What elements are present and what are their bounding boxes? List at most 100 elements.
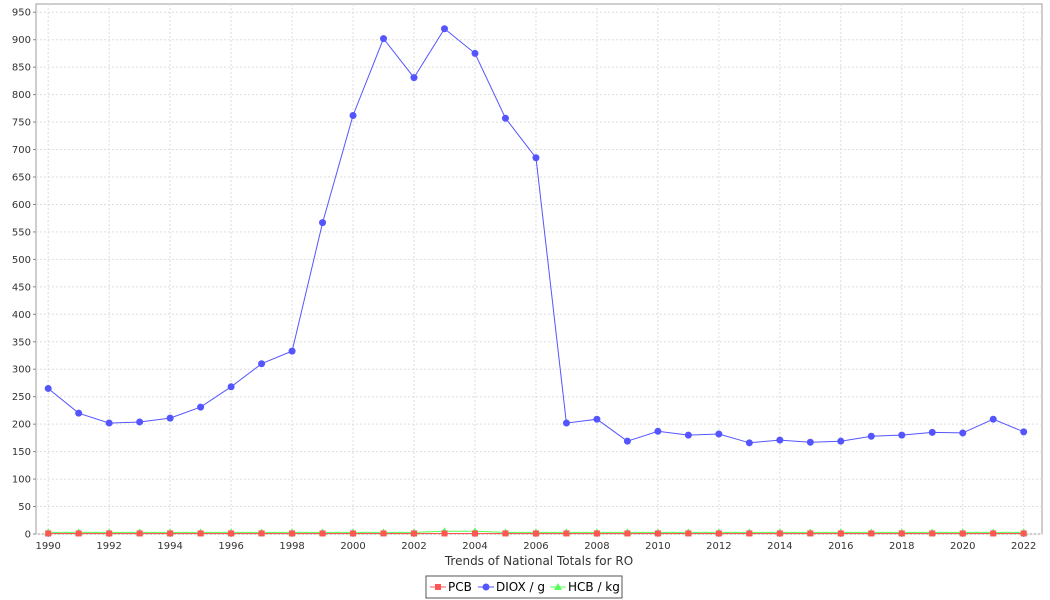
- diox-point: [776, 436, 784, 444]
- diox-point: [227, 383, 235, 391]
- series-pcb: [45, 530, 1027, 537]
- x-tick-label: 2012: [706, 541, 731, 552]
- pcb-point: [319, 530, 326, 537]
- pcb-point: [228, 530, 235, 537]
- diox-point: [105, 419, 113, 427]
- legend-hcb-label: HCB / kg: [568, 580, 620, 594]
- legend-hcb-marker: [554, 583, 562, 590]
- diox-point: [197, 403, 205, 411]
- pcb-point: [258, 530, 265, 537]
- pcb-point: [1020, 530, 1027, 537]
- diox-point: [745, 439, 753, 447]
- pcb-point: [411, 530, 418, 537]
- y-tick-label: 0: [25, 530, 31, 541]
- diox-point: [532, 154, 540, 162]
- y-tick-label: 600: [12, 200, 31, 211]
- diox-point: [166, 414, 174, 422]
- x-tick-label: 2016: [828, 541, 853, 552]
- y-tick-label: 650: [12, 173, 31, 184]
- series-group: [44, 25, 1028, 537]
- pcb-point: [624, 530, 631, 537]
- pcb-point: [929, 530, 936, 537]
- pcb-point: [563, 530, 570, 537]
- legend-box: [425, 575, 623, 599]
- x-tick-label: 2004: [462, 541, 487, 552]
- x-tick-label: 2000: [340, 541, 365, 552]
- y-tick-label: 850: [12, 63, 31, 74]
- y-tick-label: 50: [18, 502, 31, 513]
- pcb-point: [685, 530, 692, 537]
- legend-pcb-marker: [435, 584, 441, 590]
- pcb-point: [106, 530, 113, 537]
- x-tick-label: 1998: [279, 541, 304, 552]
- legend-item-pcb: PCB: [430, 580, 472, 594]
- legend-diox-marker: [482, 583, 490, 591]
- diox-point: [501, 114, 509, 122]
- y-tick-label: 250: [12, 392, 31, 403]
- pcb-point: [776, 530, 783, 537]
- y-tick-label: 750: [12, 118, 31, 129]
- x-tick-label: 2002: [401, 541, 426, 552]
- diox-point: [44, 384, 52, 392]
- legend-pcb-label: PCB: [448, 580, 472, 594]
- y-tick-label: 900: [12, 35, 31, 46]
- legend-item-diox: DIOX / g: [478, 580, 545, 594]
- pcb-point: [746, 530, 753, 537]
- pcb-point: [75, 530, 82, 537]
- diox-point: [410, 74, 418, 82]
- plot-area: [35, 3, 1043, 535]
- diox-point: [440, 25, 448, 33]
- pcb-point: [380, 530, 387, 537]
- diox-point: [867, 432, 875, 440]
- pcb-point: [350, 530, 357, 537]
- diox-point: [898, 431, 906, 439]
- y-tick-label: 450: [12, 282, 31, 293]
- y-tick-label: 950: [12, 8, 31, 19]
- diox-point: [684, 431, 692, 439]
- diox-point: [593, 415, 601, 423]
- pcb-point: [990, 530, 997, 537]
- x-tick-label: 2010: [645, 541, 670, 552]
- pcb-point: [959, 530, 966, 537]
- y-tick-label: 350: [12, 337, 31, 348]
- x-tick-label: 1996: [218, 541, 243, 552]
- series-diox: [44, 25, 1028, 447]
- pcb-point: [471, 530, 478, 537]
- pcb-point: [197, 530, 204, 537]
- y-tick-label: 800: [12, 90, 31, 101]
- diox-point: [380, 35, 388, 43]
- pcb-point: [45, 530, 52, 537]
- diox-point: [349, 111, 357, 119]
- y-tick-label: 700: [12, 145, 31, 156]
- y-tick-label: 400: [12, 310, 31, 321]
- y-tick-label: 300: [12, 365, 31, 376]
- diox-point: [319, 219, 327, 227]
- pcb-point: [868, 530, 875, 537]
- x-tick-label: 2006: [523, 541, 548, 552]
- pcb-point: [167, 530, 174, 537]
- diox-point: [989, 415, 997, 423]
- x-tick-label: 2022: [1011, 541, 1036, 552]
- diox-point: [471, 49, 479, 57]
- x-tick-label: 1994: [157, 541, 182, 552]
- x-tick-label: 1992: [96, 541, 121, 552]
- diox-point: [837, 437, 845, 445]
- pcb-point: [136, 530, 143, 537]
- x-tick-label: 1990: [35, 541, 60, 552]
- pcb-point: [532, 530, 539, 537]
- y-tick-label: 200: [12, 420, 31, 431]
- diox-point: [136, 418, 144, 426]
- x-tick-label: 2020: [950, 541, 975, 552]
- y-tick-label: 100: [12, 475, 31, 486]
- x-tick-label: 2014: [767, 541, 792, 552]
- x-tick-label: 2018: [889, 541, 914, 552]
- diox-point: [258, 360, 266, 368]
- diox-point: [623, 437, 631, 445]
- diox-point: [928, 428, 936, 436]
- x-axis-title: Trends of National Totals for RO: [444, 554, 633, 568]
- pcb-point: [502, 530, 509, 537]
- pcb-point: [807, 530, 814, 537]
- x-axis-ticks: 1990 1992 1994 1996 1998 2000 2002 2004 2006 2008…: [35, 534, 1036, 552]
- legend: PCB DIOX / g HCB / kg: [425, 575, 623, 599]
